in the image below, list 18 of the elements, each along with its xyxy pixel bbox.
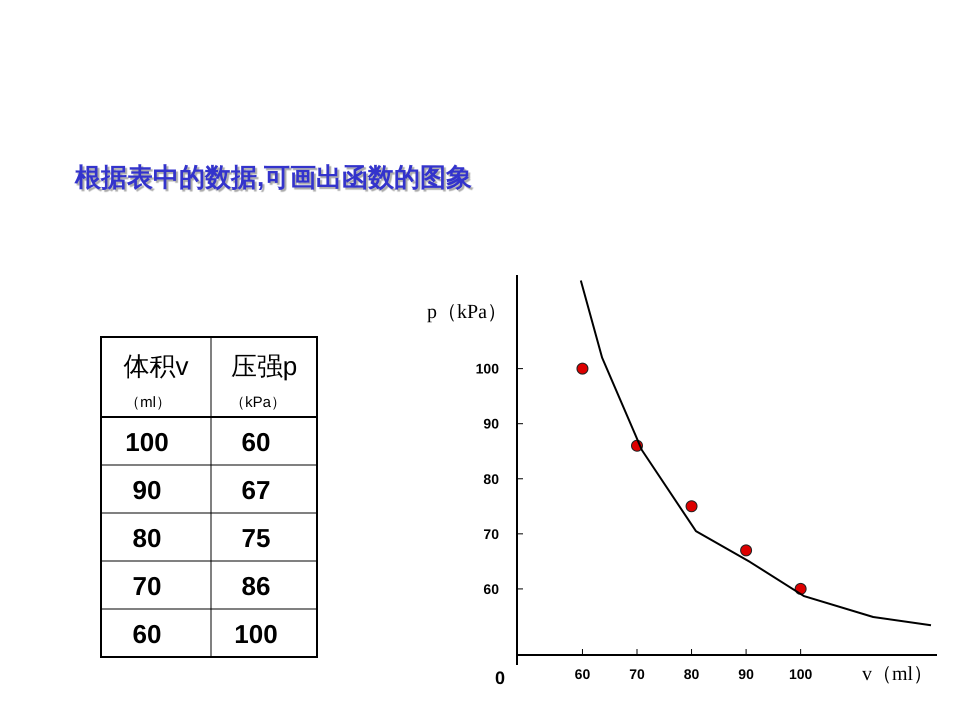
x-tick-label: 70 (629, 666, 645, 682)
x-tick-label: 60 (574, 666, 590, 682)
y-tick-label: 70 (483, 526, 500, 542)
x-tick-label: 100 (788, 666, 813, 682)
y-tick-label: 80 (483, 470, 500, 487)
x-tick-label: 90 (738, 666, 754, 682)
y-tick-label: 90 (483, 416, 500, 432)
x-tick-label: 80 (684, 666, 700, 682)
text: 0 (494, 668, 506, 688)
value-table: 体积v （ml） 压强p （kPa） 100 60 90 67 80 75 70 86 60 100 (100, 336, 318, 658)
title: 根据表中的数据,可画出函数的图象 (75, 162, 472, 192)
y-tick-label: 60 (483, 580, 500, 597)
y-tick-label: 100 (476, 360, 500, 377)
point (740, 544, 752, 556)
y-axis-title: p（kPa） (427, 301, 507, 323)
x-axis-title: v（ml） (862, 663, 934, 685)
point (576, 362, 588, 375)
point (686, 500, 698, 512)
